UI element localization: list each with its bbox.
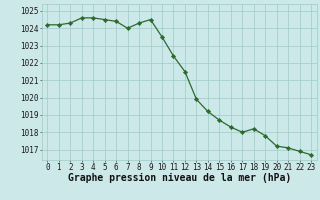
X-axis label: Graphe pression niveau de la mer (hPa): Graphe pression niveau de la mer (hPa)	[68, 173, 291, 183]
